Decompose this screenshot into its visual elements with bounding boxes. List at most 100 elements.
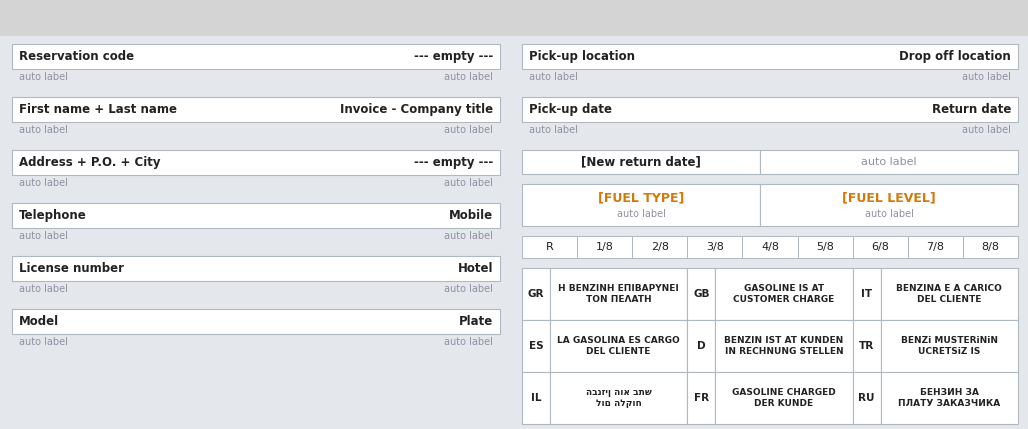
Text: auto label: auto label — [19, 125, 68, 135]
Text: RENTAL AGREEMENT (AUTO LABEL): RENTAL AGREEMENT (AUTO LABEL) — [378, 10, 650, 25]
Text: 8/8: 8/8 — [982, 242, 999, 252]
Text: D: D — [697, 341, 705, 351]
Text: BENZINA E A CARICO
DEL CLIENTE: BENZINA E A CARICO DEL CLIENTE — [896, 284, 1002, 305]
Text: 2/8: 2/8 — [651, 242, 669, 252]
Text: auto label: auto label — [529, 125, 578, 135]
Bar — [522, 268, 550, 320]
Bar — [852, 320, 881, 372]
Text: GASOLINE IS AT
CUSTOMER CHARGE: GASOLINE IS AT CUSTOMER CHARGE — [733, 284, 835, 305]
Bar — [522, 150, 760, 174]
Bar — [522, 97, 1018, 122]
Text: БЕНЗИН ЗА
ПЛАТУ ЗАКАЗЧИКА: БЕНЗИН ЗА ПЛАТУ ЗАКАЗЧИКА — [898, 387, 1000, 408]
Text: 4/8: 4/8 — [761, 242, 779, 252]
Text: Reservation code: Reservation code — [19, 50, 134, 63]
Text: [FUEL LEVEL]: [FUEL LEVEL] — [842, 191, 935, 205]
Text: auto label: auto label — [529, 72, 578, 82]
Text: --- empty ---: --- empty --- — [413, 156, 493, 169]
Bar — [522, 320, 550, 372]
Text: auto label: auto label — [444, 125, 493, 135]
Bar — [12, 203, 500, 228]
Text: 5/8: 5/8 — [816, 242, 834, 252]
Text: GR: GR — [527, 289, 544, 299]
Bar — [688, 320, 715, 372]
Text: ES: ES — [528, 341, 544, 351]
Bar — [632, 236, 688, 258]
Text: R: R — [546, 242, 553, 252]
Bar — [742, 236, 798, 258]
Text: --- empty ---: --- empty --- — [413, 50, 493, 63]
Text: BENZi MUSTERiNiN
UCRETSiZ IS: BENZi MUSTERiNiN UCRETSiZ IS — [901, 335, 998, 356]
Bar — [550, 372, 688, 424]
Bar — [12, 309, 500, 334]
Bar — [522, 184, 760, 226]
Bar — [12, 97, 500, 122]
Bar — [798, 236, 852, 258]
Text: auto label: auto label — [444, 231, 493, 241]
Bar — [522, 372, 550, 424]
Text: [FUEL TYPE]: [FUEL TYPE] — [598, 191, 685, 205]
Text: auto label: auto label — [865, 209, 914, 219]
Text: GB: GB — [693, 289, 709, 299]
Text: auto label: auto label — [19, 284, 68, 294]
Text: הבנזין הוא בתש
לום הלקוח: הבנזין הוא בתש לום הלקוח — [586, 387, 652, 408]
Bar — [852, 236, 908, 258]
Bar — [908, 236, 963, 258]
Bar — [881, 372, 1018, 424]
Text: 3/8: 3/8 — [706, 242, 724, 252]
Text: auto label: auto label — [19, 337, 68, 347]
Text: BENZIN IST AT KUNDEN
IN RECHNUNG STELLEN: BENZIN IST AT KUNDEN IN RECHNUNG STELLEN — [725, 335, 844, 356]
Bar — [760, 150, 1018, 174]
Text: First name + Last name: First name + Last name — [19, 103, 177, 116]
Text: auto label: auto label — [617, 209, 665, 219]
Text: GASOLINE CHARGED
DER KUNDE: GASOLINE CHARGED DER KUNDE — [732, 387, 836, 408]
Text: Invoice - Company title: Invoice - Company title — [340, 103, 493, 116]
Text: auto label: auto label — [861, 157, 917, 167]
Text: IT: IT — [861, 289, 872, 299]
Bar — [963, 236, 1018, 258]
Bar — [12, 44, 500, 69]
Bar — [715, 268, 852, 320]
Text: auto label: auto label — [962, 72, 1011, 82]
Bar — [760, 184, 1018, 226]
Text: Telephone: Telephone — [19, 209, 86, 222]
Bar — [688, 372, 715, 424]
Bar — [550, 268, 688, 320]
Text: auto label: auto label — [444, 178, 493, 188]
Text: auto label: auto label — [19, 178, 68, 188]
Text: Return date: Return date — [931, 103, 1011, 116]
Bar — [522, 44, 1018, 69]
Bar — [577, 236, 632, 258]
Text: LA GASOLINA ES CARGO
DEL CLIENTE: LA GASOLINA ES CARGO DEL CLIENTE — [557, 335, 681, 356]
Text: Pick-up location: Pick-up location — [529, 50, 635, 63]
Text: auto label: auto label — [19, 231, 68, 241]
Text: 1/8: 1/8 — [596, 242, 614, 252]
Text: auto label: auto label — [19, 72, 68, 82]
Bar — [852, 372, 881, 424]
Text: IL: IL — [530, 393, 542, 403]
Bar — [0, 0, 1028, 36]
Text: Drop off location: Drop off location — [900, 50, 1011, 63]
Bar — [688, 236, 742, 258]
Text: H BENZINH EΠIBAPYNEI
TON ΠEΛATH: H BENZINH EΠIBAPYNEI TON ΠEΛATH — [558, 284, 680, 305]
Bar — [881, 320, 1018, 372]
Text: Address + P.O. + City: Address + P.O. + City — [19, 156, 160, 169]
Bar — [715, 320, 852, 372]
Bar — [852, 268, 881, 320]
Text: auto label: auto label — [444, 72, 493, 82]
Bar — [12, 256, 500, 281]
Bar — [522, 236, 577, 258]
Text: Pick-up date: Pick-up date — [529, 103, 612, 116]
Bar — [688, 268, 715, 320]
Text: License number: License number — [19, 262, 124, 275]
Bar — [12, 150, 500, 175]
Text: 7/8: 7/8 — [926, 242, 945, 252]
Text: FR: FR — [694, 393, 709, 403]
Text: Mobile: Mobile — [449, 209, 493, 222]
Text: Plate: Plate — [458, 315, 493, 328]
Text: Model: Model — [19, 315, 60, 328]
Text: 6/8: 6/8 — [872, 242, 889, 252]
Text: [New return date]: [New return date] — [581, 155, 701, 169]
Text: auto label: auto label — [444, 284, 493, 294]
Bar — [881, 268, 1018, 320]
Text: RU: RU — [858, 393, 875, 403]
